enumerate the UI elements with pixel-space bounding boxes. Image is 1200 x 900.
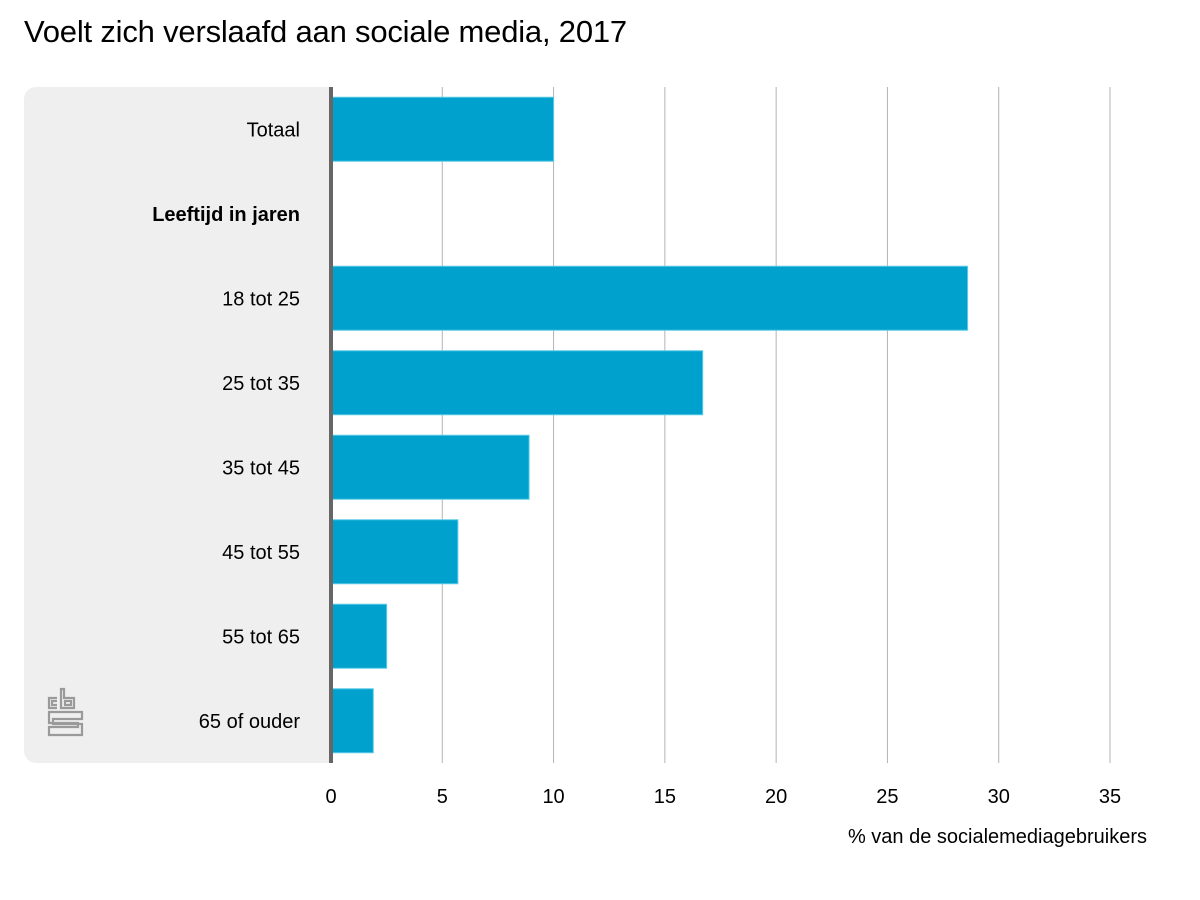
bar xyxy=(330,519,459,585)
category-label: 35 tot 45 xyxy=(222,457,300,479)
x-tick-label: 25 xyxy=(876,786,898,808)
cbs-logo-icon xyxy=(47,687,84,737)
x-tick-labels: 0 5 10 15 20 25 30 35 xyxy=(325,786,1121,808)
x-tick-label: 15 xyxy=(654,786,676,808)
bar xyxy=(330,434,530,500)
category-group-header: Leeftijd in jaren xyxy=(152,204,300,226)
category-label: Totaal xyxy=(247,119,300,141)
gridlines xyxy=(441,87,1111,763)
bar xyxy=(330,688,374,754)
x-tick-label: 35 xyxy=(1099,786,1121,808)
category-labels: Totaal Leeftijd in jaren 18 tot 25 25 tot 3… xyxy=(152,119,300,733)
bar xyxy=(330,265,969,331)
chart-title: Voelt zich verslaafd aan sociale media, … xyxy=(24,14,627,49)
category-label: 65 of ouder xyxy=(199,711,301,733)
category-label-panel xyxy=(24,87,331,763)
x-tick-label: 20 xyxy=(765,786,787,808)
category-label: 25 tot 35 xyxy=(222,373,300,395)
bar xyxy=(330,96,555,162)
bar xyxy=(330,350,704,416)
x-axis-title: % van de socialemediagebruikers xyxy=(848,826,1147,848)
x-tick-label: 10 xyxy=(542,786,564,808)
category-label: 45 tot 55 xyxy=(222,542,300,564)
x-tick-label: 30 xyxy=(988,786,1010,808)
category-label: 55 tot 65 xyxy=(222,626,300,648)
bars xyxy=(330,96,969,754)
category-label: 18 tot 25 xyxy=(222,288,300,310)
bar xyxy=(330,603,388,669)
x-tick-label: 5 xyxy=(437,786,448,808)
x-tick-label: 0 xyxy=(325,786,336,808)
